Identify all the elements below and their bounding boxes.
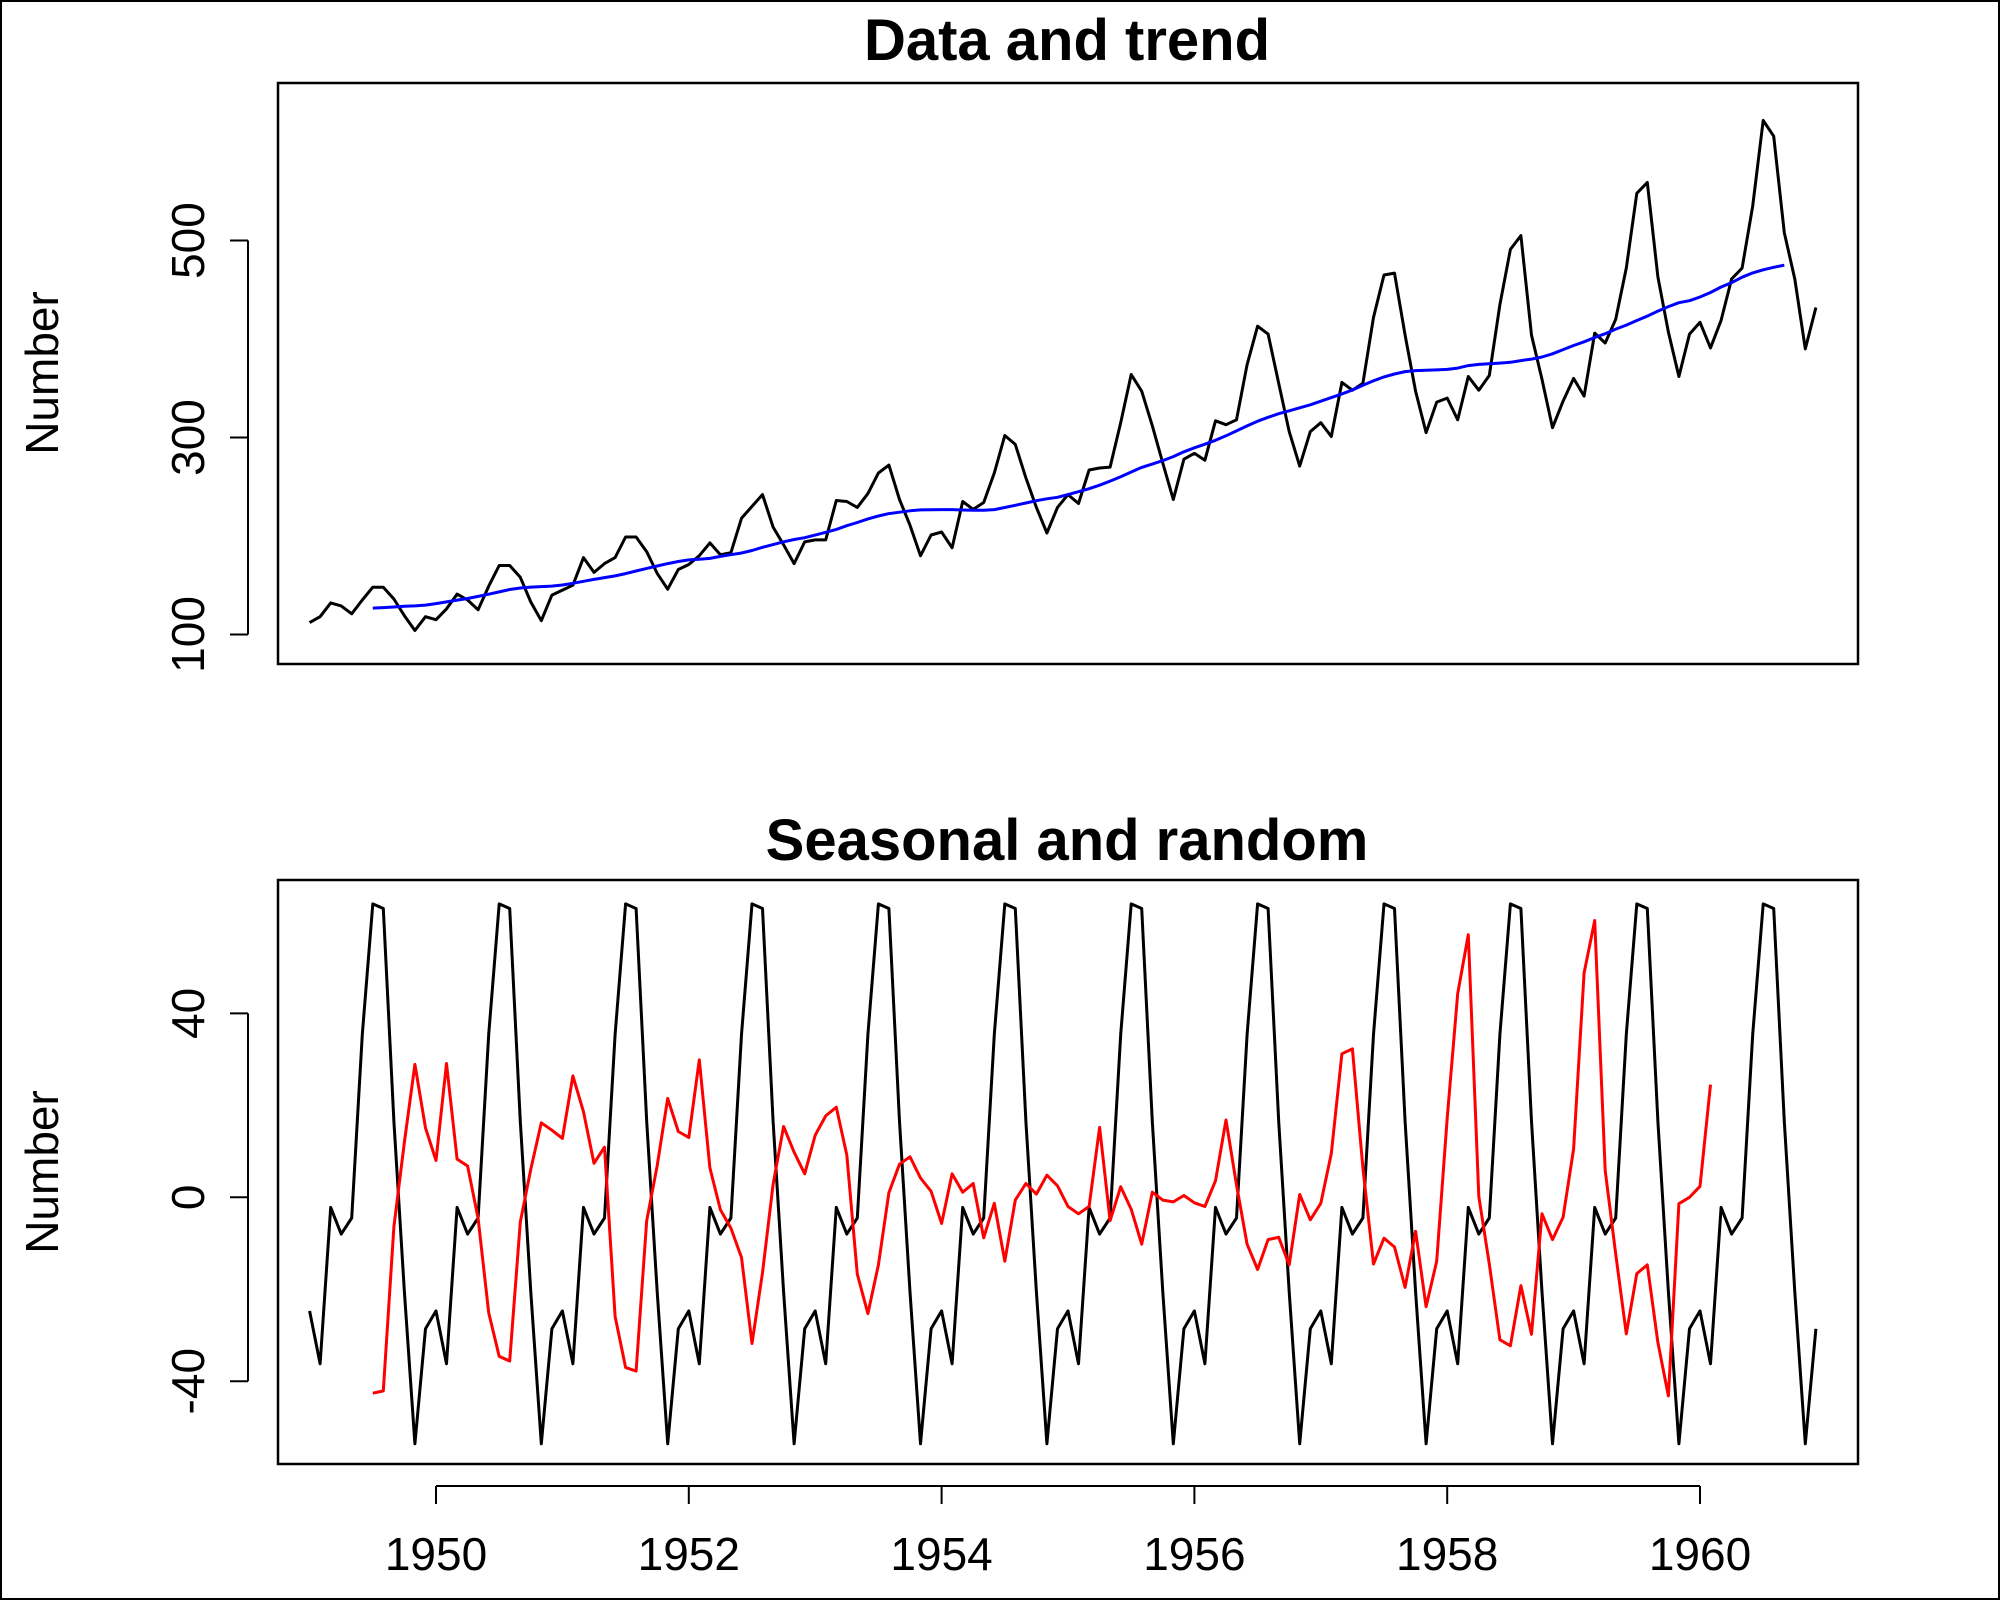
panel-title: Data and trend	[864, 8, 1270, 73]
y-tick-label: 0	[162, 1184, 214, 1210]
plot-frame	[276, 81, 1860, 666]
x-tick-label: 1950	[385, 1528, 487, 1580]
y-axis: -40 0 40	[162, 988, 249, 1414]
x-axis: 1950 1952 1954 1956 1958 1960	[385, 1485, 1751, 1580]
x-tick-label: 1958	[1396, 1528, 1498, 1580]
series-line-1	[308, 118, 1818, 632]
y-axis-title: Number	[16, 1090, 68, 1254]
x-tick-label: 1960	[1649, 1528, 1751, 1580]
x-tick-label: 1954	[890, 1528, 992, 1580]
series-line-2	[372, 263, 1785, 610]
plot-frame	[276, 878, 1860, 1466]
x-tick-label: 1952	[638, 1528, 740, 1580]
y-tick-label: 500	[162, 202, 214, 279]
y-tick-label: 100	[162, 596, 214, 673]
y-axis-title: Number	[16, 291, 68, 455]
series-layer	[308, 118, 1818, 632]
y-tick-label: 300	[162, 399, 214, 476]
y-axis: 100 300 500	[162, 202, 249, 673]
x-tick-label: 1956	[1143, 1528, 1245, 1580]
y-tick-label: 40	[162, 988, 214, 1039]
series-line-1	[308, 902, 1818, 1446]
y-tick-label: -40	[162, 1348, 214, 1414]
series-layer	[308, 902, 1818, 1446]
series-line-2	[372, 919, 1712, 1398]
panel-title: Seasonal and random	[766, 808, 1369, 873]
data-and-trend-panel: Data and trend 100 300 500 Number	[16, 8, 1860, 673]
